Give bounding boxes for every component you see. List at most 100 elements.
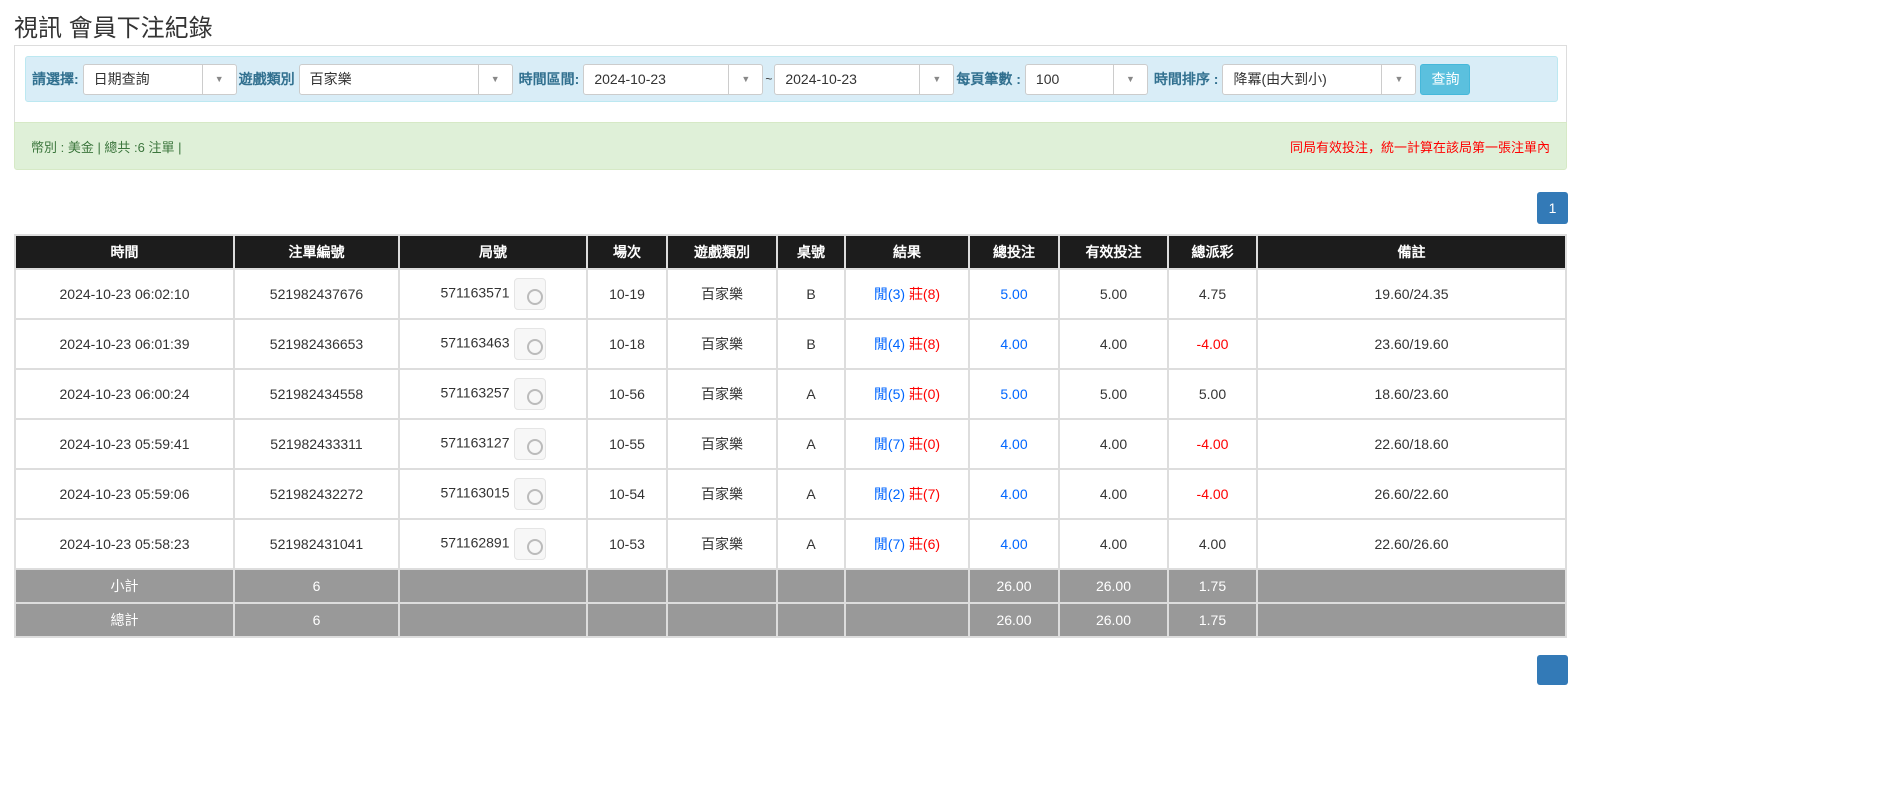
column-header: 總派彩 bbox=[1167, 234, 1258, 270]
column-header: 注單編號 bbox=[233, 234, 400, 270]
game-type-select[interactable]: 百家樂 ▼ bbox=[298, 63, 513, 95]
time-cell: 2024-10-23 05:58:23 bbox=[14, 518, 235, 570]
subtotal-label: 小計 bbox=[14, 568, 235, 604]
summary-text: 幣別 : 美金 | 總共 :6 注單 | bbox=[31, 139, 182, 155]
per-page-select[interactable]: 100 ▼ bbox=[1024, 63, 1148, 95]
table-row: 2024-10-23 06:01:39 521982436653 5711634… bbox=[14, 318, 1567, 370]
note-cell: 18.60/23.60 bbox=[1256, 368, 1567, 420]
game-label: 遊戲類別 bbox=[238, 71, 295, 87]
time-cell: 2024-10-23 06:00:24 bbox=[14, 368, 235, 420]
game-cell: 百家樂 bbox=[666, 368, 778, 420]
banker-result: 莊(8) bbox=[908, 286, 941, 302]
payout-cell: -4.00 bbox=[1167, 418, 1258, 470]
date-to-value: 2024-10-23 bbox=[785, 71, 857, 87]
game-cell: 百家樂 bbox=[666, 468, 778, 520]
round-number: 571163015 bbox=[440, 484, 510, 501]
game-cell: 百家樂 bbox=[666, 418, 778, 470]
total-bet-cell: 4.00 bbox=[968, 518, 1060, 570]
sort-label: 時間排序 : bbox=[1153, 71, 1219, 87]
video-replay-icon[interactable] bbox=[513, 328, 546, 360]
round-number: 571163571 bbox=[440, 284, 510, 301]
range-separator: ~ bbox=[765, 72, 773, 86]
round-cell: 571163257 bbox=[398, 368, 588, 420]
video-replay-icon[interactable] bbox=[513, 478, 546, 510]
total-bet-cell: 4.00 bbox=[968, 418, 1060, 470]
date-to-select[interactable]: 2024-10-23 ▼ bbox=[774, 63, 955, 95]
valid-bet-cell: 5.00 bbox=[1058, 268, 1169, 320]
video-replay-icon[interactable] bbox=[513, 528, 546, 560]
note-cell: 23.60/19.60 bbox=[1256, 318, 1567, 370]
column-header: 桌號 bbox=[776, 234, 846, 270]
table-cell: B bbox=[776, 268, 846, 320]
page-title: 視訊 會員下注紀錄 bbox=[14, 15, 213, 42]
sort-select[interactable]: 降冪(由大到小) ▼ bbox=[1222, 63, 1417, 95]
grand_total-label: 總計 bbox=[14, 602, 235, 638]
query-type-select[interactable]: 日期查詢 ▼ bbox=[82, 63, 237, 95]
range-label: 時間區間: bbox=[518, 71, 580, 87]
chevron-down-icon: ▼ bbox=[728, 64, 762, 94]
column-header: 時間 bbox=[14, 234, 235, 270]
session-cell: 10-54 bbox=[586, 468, 668, 520]
grand_total-row: 總計 6 26.00 26.00 1.75 bbox=[14, 602, 1567, 638]
subtotal-payout: 1.75 bbox=[1167, 568, 1258, 604]
per-page-label: 每頁筆數 : bbox=[956, 71, 1021, 87]
query-type-value: 日期查詢 bbox=[93, 71, 150, 87]
empty-cell bbox=[776, 602, 846, 638]
per-page-value: 100 bbox=[1035, 71, 1060, 87]
grand_total-count: 6 bbox=[233, 602, 400, 638]
banker-result: 莊(0) bbox=[908, 386, 941, 402]
round-number: 571163257 bbox=[440, 384, 510, 401]
pagination-page-1[interactable]: 1 bbox=[1537, 192, 1568, 224]
empty-cell bbox=[776, 568, 846, 604]
session-cell: 10-56 bbox=[586, 368, 668, 420]
column-header: 局號 bbox=[398, 234, 588, 270]
result-cell: 閒(4) 莊(8) bbox=[844, 318, 970, 370]
result-cell: 閒(5) 莊(0) bbox=[844, 368, 970, 420]
chevron-down-icon: ▼ bbox=[1112, 64, 1147, 94]
video-replay-icon[interactable] bbox=[513, 378, 546, 410]
table-cell: A bbox=[776, 418, 846, 470]
session-cell: 10-53 bbox=[586, 518, 668, 570]
grand_total-valid: 26.00 bbox=[1058, 602, 1169, 638]
total-bet-cell: 4.00 bbox=[968, 468, 1060, 520]
player-result: 閒(3) bbox=[873, 286, 906, 302]
time-cell: 2024-10-23 05:59:06 bbox=[14, 468, 235, 520]
session-cell: 10-55 bbox=[586, 418, 668, 470]
note-cell: 19.60/24.35 bbox=[1256, 268, 1567, 320]
subtotal-row: 小計 6 26.00 26.00 1.75 bbox=[14, 568, 1567, 604]
video-replay-icon[interactable] bbox=[513, 428, 546, 460]
date-from-select[interactable]: 2024-10-23 ▼ bbox=[583, 63, 764, 95]
column-header: 遊戲類別 bbox=[666, 234, 778, 270]
video-replay-icon[interactable] bbox=[513, 278, 546, 310]
round-number: 571163127 bbox=[440, 434, 510, 451]
round-cell: 571163015 bbox=[398, 468, 588, 520]
total-bet-cell: 5.00 bbox=[968, 368, 1060, 420]
query-button[interactable]: 查詢 bbox=[1420, 63, 1471, 95]
player-result: 閒(4) bbox=[873, 336, 906, 352]
round-number: 571163463 bbox=[440, 334, 510, 351]
valid-bet-cell: 4.00 bbox=[1058, 468, 1169, 520]
subtotal-count: 6 bbox=[233, 568, 400, 604]
round-number: 571162891 bbox=[440, 534, 510, 551]
banker-result: 莊(7) bbox=[908, 486, 941, 502]
empty-cell bbox=[666, 602, 778, 638]
game-type-value: 百家樂 bbox=[309, 71, 352, 87]
time-cell: 2024-10-23 05:59:41 bbox=[14, 418, 235, 470]
bet-id-cell: 521982434558 bbox=[233, 368, 400, 420]
result-cell: 閒(7) 莊(6) bbox=[844, 518, 970, 570]
total-bet-cell: 4.00 bbox=[968, 318, 1060, 370]
result-cell: 閒(3) 莊(8) bbox=[844, 268, 970, 320]
round-cell: 571163127 bbox=[398, 418, 588, 470]
column-header: 總投注 bbox=[968, 234, 1060, 270]
select-label: 請選擇: bbox=[32, 71, 79, 87]
filter-panel: 請選擇: 日期查詢 ▼ 遊戲類別 百家樂 ▼ 時間區間: 2024-10-23 ▼ ~… bbox=[14, 45, 1567, 122]
game-cell: 百家樂 bbox=[666, 268, 778, 320]
table-cell: B bbox=[776, 318, 846, 370]
table-cell: A bbox=[776, 368, 846, 420]
table-row: 2024-10-23 05:58:23 521982431041 5711628… bbox=[14, 518, 1567, 570]
column-header: 有效投注 bbox=[1058, 234, 1169, 270]
valid-bet-cell: 4.00 bbox=[1058, 318, 1169, 370]
empty-cell bbox=[844, 568, 970, 604]
player-result: 閒(7) bbox=[873, 436, 906, 452]
pagination-bottom[interactable] bbox=[1537, 655, 1568, 685]
